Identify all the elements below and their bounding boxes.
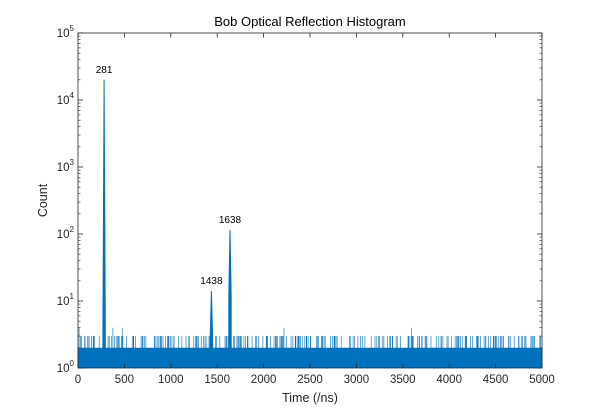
- y-tick-label: 103: [57, 158, 75, 174]
- y-tick-exponent: 2: [70, 225, 75, 234]
- y-tick-exponent: 4: [70, 91, 75, 100]
- x-tick-label: 500: [115, 374, 134, 386]
- y-tick-base: 10: [57, 162, 70, 174]
- y-axis-label: Count: [36, 183, 50, 217]
- peak-bar-1438: [209, 291, 214, 368]
- y-tick-label: 104: [57, 91, 75, 107]
- chart-title: Bob Optical Reflection Histogram: [214, 14, 405, 29]
- y-tick-base: 10: [57, 363, 70, 375]
- y-tick-base: 10: [57, 95, 70, 107]
- y-tick-exponent: 3: [70, 158, 75, 167]
- ticks-layer: 0 500 1000 1500 2000 2500 3000 3500 4000 4500 5000…: [57, 24, 555, 386]
- x-tick-label: 2000: [251, 374, 277, 386]
- y-tick-label: 101: [57, 292, 75, 308]
- y-tick-exponent: 0: [70, 359, 75, 368]
- x-tick-label: 0: [75, 374, 81, 386]
- peak-label-1638: 1638: [219, 215, 242, 226]
- x-tick-label: 3000: [344, 374, 370, 386]
- y-tick-label: 105: [57, 24, 75, 40]
- peak-label-1438: 1438: [200, 276, 223, 287]
- x-axis-label: Time (/ns): [282, 391, 338, 405]
- data-layer: 281 1438 1638: [77, 65, 543, 368]
- y-tick-label: 102: [57, 225, 75, 241]
- x-tick-label: 4000: [436, 374, 462, 386]
- y-tick-exponent: 1: [70, 292, 75, 301]
- x-tick-label: 1000: [158, 374, 184, 386]
- x-tick-label: 5000: [529, 374, 555, 386]
- y-tick-base: 10: [57, 229, 70, 241]
- peak-bar-1638: [228, 229, 232, 368]
- x-tick-label: 3500: [390, 374, 416, 386]
- peak-label-281: 281: [96, 65, 113, 76]
- x-tick-label: 4500: [483, 374, 509, 386]
- y-tick-base: 10: [57, 296, 70, 308]
- y-tick-label: 100: [57, 359, 75, 375]
- peak-bar-281: [102, 79, 106, 368]
- x-tick-label: 2500: [297, 374, 323, 386]
- y-tick-base: 10: [57, 28, 70, 40]
- x-tick-label: 1500: [204, 374, 230, 386]
- y-tick-exponent: 5: [70, 24, 75, 33]
- plot-area: [78, 33, 542, 368]
